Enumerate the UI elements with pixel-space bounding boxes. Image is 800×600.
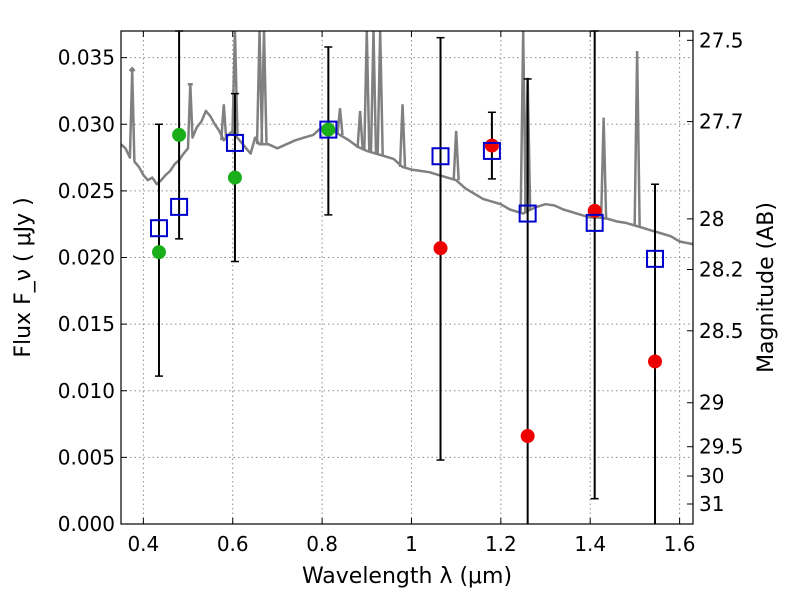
y2-axis-ticks: 27.5 27.7 28 28.2 28.5 29 29.5 30 31 — [687, 28, 744, 516]
y-tick-label: 0.000 — [58, 512, 115, 536]
y-tick-label: 0.035 — [58, 46, 115, 70]
y-tick-label: 0.015 — [58, 312, 115, 336]
x-tick-label: 1.2 — [485, 532, 517, 556]
x-axis-ticks: 0.4 0.6 0.8 1 1.2 1.4 1.6 — [127, 31, 696, 556]
y2-tick-label: 29 — [699, 391, 724, 415]
red-point — [648, 354, 663, 369]
green-point — [227, 170, 242, 185]
spectrum-spike — [363, 31, 371, 151]
y2-tick-label: 28.5 — [699, 319, 744, 343]
spectrum-spike — [128, 66, 136, 72]
green-points — [151, 122, 336, 260]
x-tick-label: 0.4 — [127, 532, 159, 556]
spectrum-spike — [452, 130, 460, 181]
y2-tick-label: 27.7 — [699, 110, 744, 134]
y-tick-label: 0.005 — [58, 445, 115, 469]
blue-square — [482, 141, 501, 160]
blue-square — [646, 249, 665, 268]
y-tick-label: 0.030 — [58, 112, 115, 136]
blue-square — [431, 147, 450, 166]
spectrum-spike — [519, 31, 527, 214]
plot-frame — [120, 30, 694, 525]
spectrum-spike — [231, 31, 239, 135]
spectrum-spike — [599, 117, 608, 219]
blue-square — [518, 204, 537, 223]
green-point — [172, 127, 187, 142]
spectrum-spike — [356, 110, 364, 149]
y-tick-label: 0.010 — [58, 379, 115, 403]
spectrum-spike — [376, 31, 384, 155]
x-tick-label: 0.8 — [306, 532, 338, 556]
spectrum-spike — [336, 108, 344, 136]
model-spectrum — [121, 31, 693, 246]
blue-square — [585, 213, 604, 232]
spectrum-line — [121, 69, 693, 246]
red-point — [484, 138, 499, 153]
y-axis-ticks: 0.000 0.005 0.010 0.015 0.020 0.025 0.030 0.035 — [58, 46, 127, 536]
error-bars — [154, 30, 660, 524]
y2-tick-label: 28.2 — [699, 258, 744, 282]
green-point — [151, 245, 166, 260]
red-point — [433, 241, 448, 256]
y2-tick-label: 30 — [699, 464, 724, 488]
spectrum-spike — [398, 104, 407, 167]
blue-square — [170, 197, 189, 216]
y2-tick-label: 31 — [699, 492, 724, 516]
red-point — [520, 429, 535, 444]
green-point — [321, 122, 336, 137]
grid-lines — [121, 31, 693, 525]
spectrum-spike — [523, 77, 532, 211]
y2-tick-label: 27.5 — [699, 28, 744, 52]
blue-square — [319, 120, 338, 139]
y-tick-label: 0.025 — [58, 179, 115, 203]
red-points — [433, 138, 663, 444]
spectrum-spike — [260, 31, 268, 145]
y2-axis-label: Magnitude (AB) — [754, 202, 779, 373]
blue-square — [225, 133, 244, 152]
x-tick-label: 1 — [405, 532, 418, 556]
blue-square — [149, 219, 168, 238]
x-tick-label: 0.6 — [217, 532, 249, 556]
spectrum-spike — [633, 50, 641, 227]
y-axis-label: Flux F_ν ( μJy ) — [11, 197, 36, 357]
x-axis-label: Wavelength λ (μm) — [302, 564, 512, 589]
y-tick-label: 0.020 — [58, 246, 115, 270]
y2-tick-label: 29.5 — [699, 435, 744, 459]
spectrum-spike — [220, 104, 228, 141]
x-tick-label: 1.4 — [574, 532, 606, 556]
x-tick-label: 1.6 — [664, 532, 696, 556]
spectrum-spike — [369, 31, 378, 153]
y2-tick-label: 28 — [699, 207, 724, 231]
blue-squares — [149, 120, 665, 268]
